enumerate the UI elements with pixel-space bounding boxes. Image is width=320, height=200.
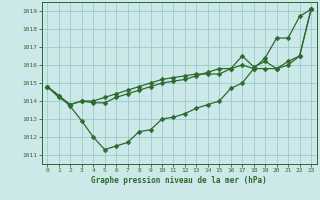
X-axis label: Graphe pression niveau de la mer (hPa): Graphe pression niveau de la mer (hPa) <box>91 176 267 185</box>
